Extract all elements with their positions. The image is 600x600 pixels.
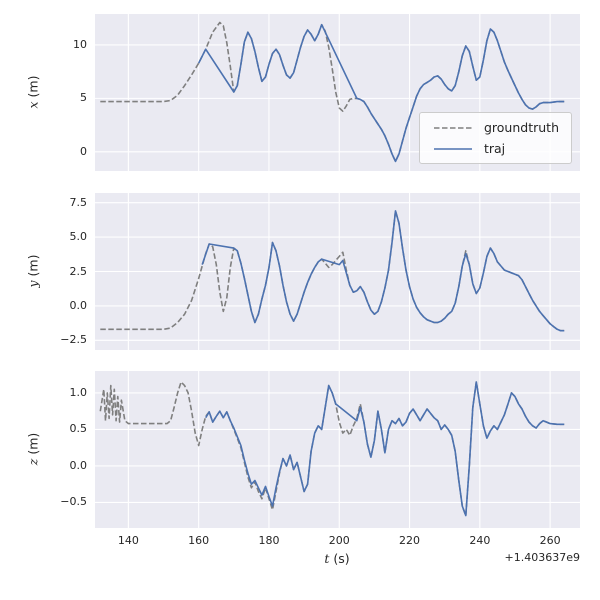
legend: groundtruth traj: [418, 112, 572, 164]
y-tick-label: 0.0: [69, 298, 88, 312]
x-axis-label: t (s): [324, 551, 350, 566]
x-axis-offset-text: +1.403637e9: [504, 551, 580, 564]
y-tick-label: 5: [80, 91, 87, 105]
legend-label: groundtruth: [483, 120, 559, 135]
series-path-groundtruth: [99, 381, 565, 517]
subplot-z-chart: [95, 371, 580, 528]
solid-line-icon: [433, 147, 472, 150]
dashed-line-icon: [433, 126, 472, 129]
y-tick-label: 2.5: [69, 264, 88, 278]
series-path-traj: [205, 381, 565, 517]
series-path-traj: [197, 23, 565, 163]
x-tick-label: 160: [188, 534, 210, 547]
x-tick-label: 180: [258, 534, 280, 547]
legend-entry-traj: traj: [432, 141, 559, 156]
x-tick-label: 260: [539, 534, 561, 547]
x-tick-label: 140: [117, 534, 139, 547]
y-tick-label: 0.0: [69, 458, 88, 472]
y-tick-label: 0: [80, 144, 87, 158]
legend-label: traj: [483, 141, 506, 156]
x-tick-label: 240: [469, 534, 491, 547]
y-tick-label: −0.5: [60, 495, 87, 509]
y-tick-label: 0.5: [69, 422, 88, 436]
x-tick-label: 200: [328, 534, 350, 547]
series-path-traj: [201, 210, 565, 332]
y-tick-label: 10: [73, 37, 87, 51]
legend-entry-groundtruth: groundtruth: [432, 120, 559, 135]
y-tick-label: 7.5: [69, 195, 88, 209]
y-tick-label: −2.5: [60, 333, 87, 347]
y-tick-label: 5.0: [69, 230, 88, 244]
x-tick-label: 220: [399, 534, 421, 547]
subplot-x-chart: [95, 14, 580, 171]
y-tick-label: 1.0: [69, 385, 88, 399]
series-path-groundtruth: [100, 210, 565, 332]
subplot-y-chart: [95, 193, 580, 350]
